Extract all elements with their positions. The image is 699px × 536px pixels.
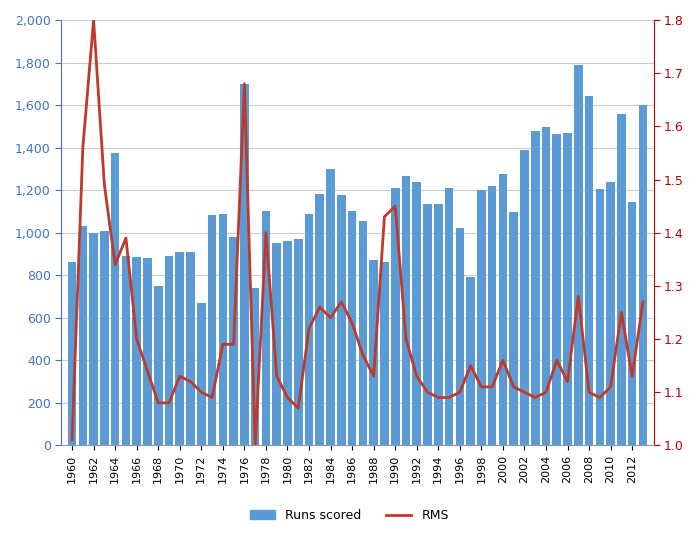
Bar — [498, 174, 507, 445]
Bar — [273, 243, 281, 445]
Bar — [208, 214, 217, 445]
Bar — [520, 150, 528, 445]
Bar — [294, 239, 303, 445]
Bar — [305, 213, 313, 445]
Bar — [111, 153, 120, 445]
Bar — [434, 204, 442, 445]
Bar — [240, 84, 249, 445]
Bar — [165, 256, 173, 445]
Bar — [639, 105, 647, 445]
Bar — [261, 211, 271, 445]
Bar — [456, 228, 464, 445]
Bar — [348, 211, 356, 445]
Bar — [585, 95, 593, 445]
Bar — [78, 226, 87, 445]
Bar — [596, 189, 604, 445]
Bar — [628, 202, 637, 445]
Bar — [315, 195, 324, 445]
Bar — [477, 190, 486, 445]
Bar — [154, 286, 163, 445]
Bar — [617, 114, 626, 445]
Bar — [391, 188, 400, 445]
Bar — [423, 204, 432, 445]
Bar — [445, 188, 454, 445]
Bar — [337, 196, 345, 445]
Bar — [229, 237, 238, 445]
Bar — [563, 133, 572, 445]
Bar — [89, 233, 98, 445]
Bar — [326, 169, 335, 445]
Bar — [68, 263, 76, 445]
Bar — [402, 176, 410, 445]
Bar — [606, 182, 615, 445]
Bar — [552, 134, 561, 445]
Bar — [542, 128, 550, 445]
Bar — [175, 252, 184, 445]
Bar — [197, 303, 206, 445]
Bar — [283, 241, 291, 445]
Bar — [574, 65, 583, 445]
Bar — [510, 212, 518, 445]
Bar — [488, 186, 496, 445]
Bar — [132, 257, 141, 445]
Bar — [219, 213, 227, 445]
Bar — [412, 182, 421, 445]
Bar — [531, 131, 540, 445]
Bar — [186, 252, 195, 445]
Bar — [100, 230, 108, 445]
Bar — [380, 263, 389, 445]
Bar — [466, 277, 475, 445]
Bar — [359, 221, 367, 445]
Bar — [369, 260, 378, 445]
Bar — [122, 256, 130, 445]
Bar — [143, 258, 152, 445]
Bar — [251, 288, 259, 445]
Legend: Runs scored, RMS: Runs scored, RMS — [245, 504, 454, 527]
